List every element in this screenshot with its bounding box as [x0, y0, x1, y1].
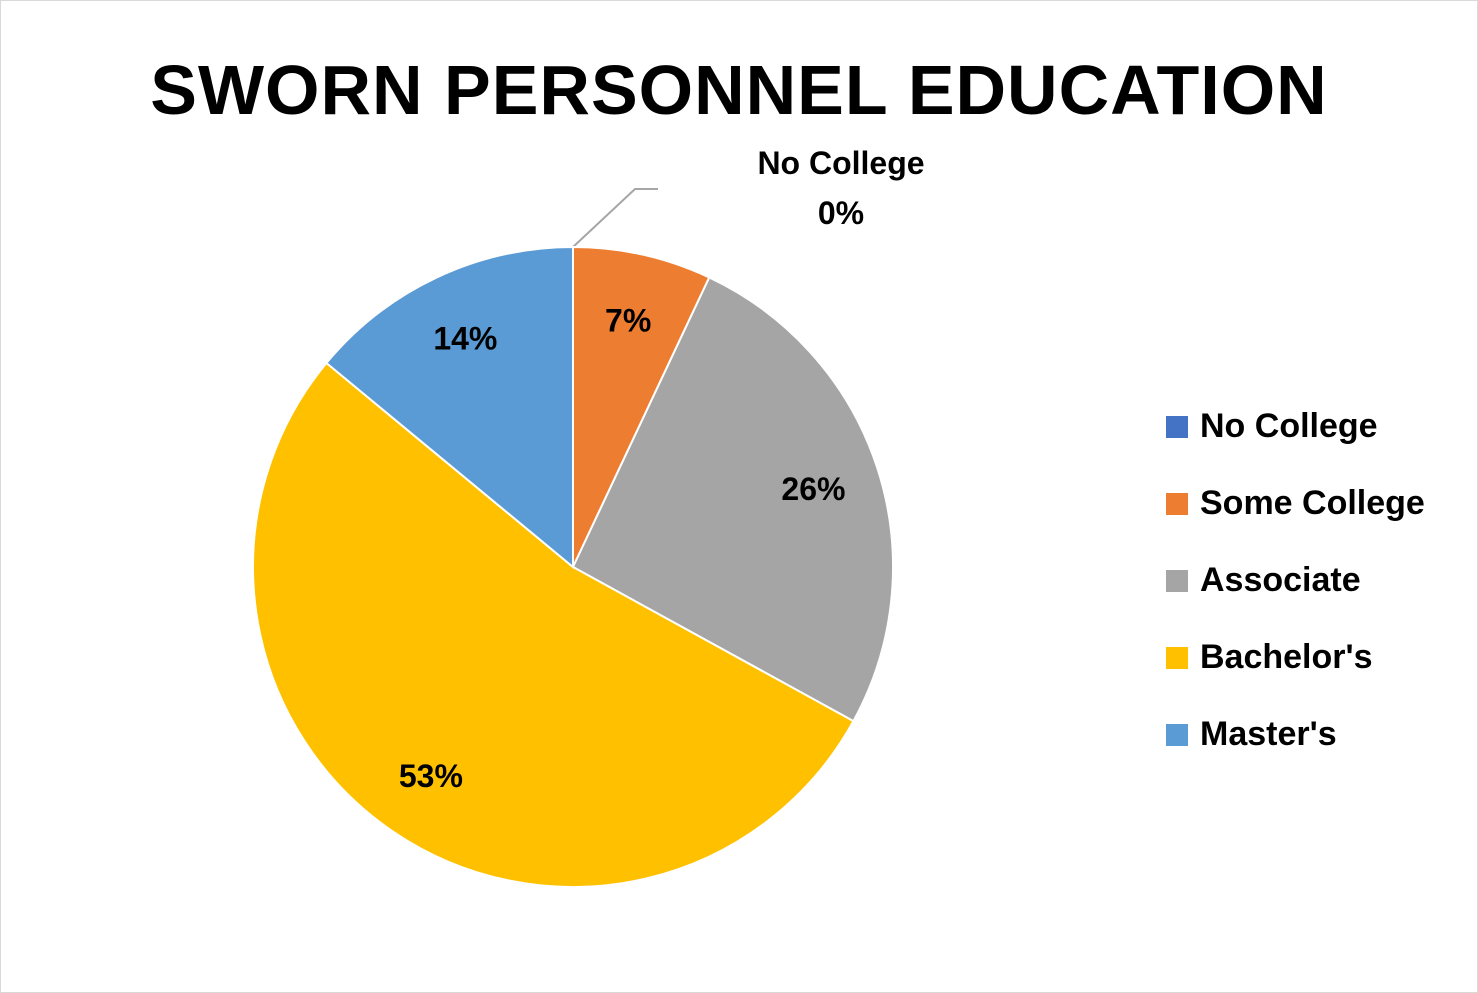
legend-item-bachelor-s: Bachelor's: [1166, 619, 1425, 696]
legend-label-bachelor-s: Bachelor's: [1200, 638, 1373, 676]
legend-label-master-s: Master's: [1200, 715, 1337, 753]
legend-label-associate: Associate: [1200, 561, 1361, 599]
data-label-some-college: 7%: [605, 302, 651, 338]
callout-category-no-college: No College: [757, 145, 924, 181]
legend-label-some-college: Some College: [1200, 484, 1425, 522]
legend-swatch-no-college: [1166, 415, 1188, 438]
data-label-bachelor-s: 53%: [399, 758, 463, 794]
leader-line-no-college: [572, 188, 658, 248]
legend-item-associate: Associate: [1166, 542, 1425, 619]
legend-item-no-college: No College: [1166, 388, 1425, 465]
legend-swatch-some-college: [1166, 492, 1188, 515]
pie-slice-bachelor-s: [252, 361, 855, 888]
data-label-master-s: 14%: [433, 320, 497, 356]
legend-item-some-college: Some College: [1166, 465, 1425, 542]
pie-slice-some-college: [572, 245, 711, 568]
legend-swatch-master-s: [1166, 723, 1188, 746]
data-label-no-college: 0%: [818, 195, 864, 231]
legend-item-master-s: Master's: [1166, 696, 1425, 773]
legend-label-no-college: No College: [1200, 407, 1378, 445]
data-label-associate: 26%: [781, 471, 845, 507]
chart-title: SWORN PERSONNEL EDUCATION: [150, 51, 1328, 129]
legend-swatch-associate: [1166, 569, 1188, 592]
legend-swatch-bachelor-s: [1166, 646, 1188, 669]
chart-legend: No College Some College Associate Bachelor'…: [1166, 388, 1425, 773]
pie-slice-master-s: [325, 245, 574, 570]
